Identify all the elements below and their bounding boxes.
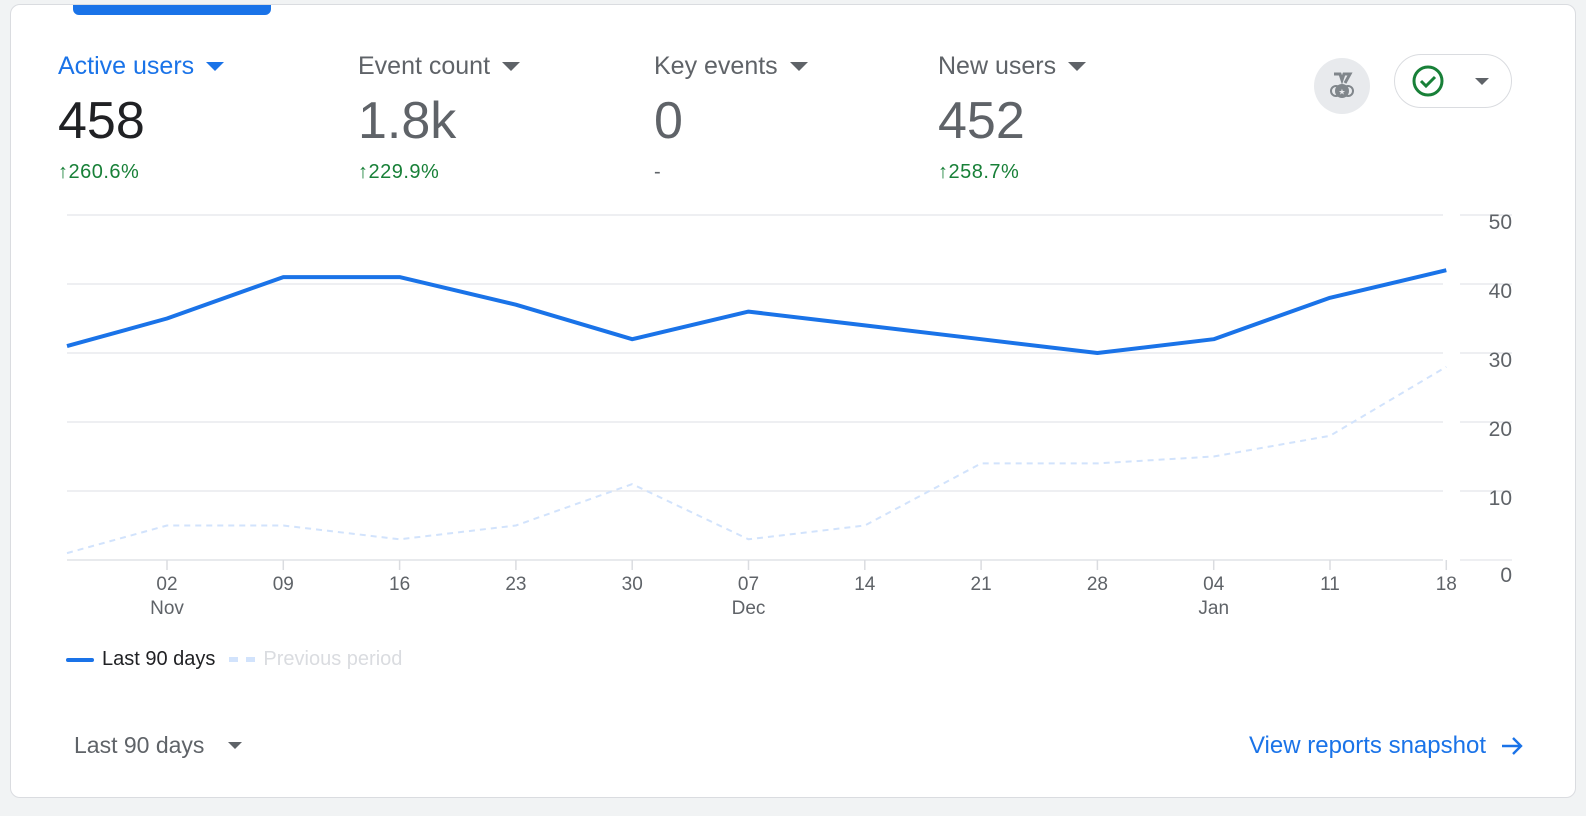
metric-key-events[interactable]: Key events 0 - bbox=[654, 52, 808, 184]
users-overview-card bbox=[10, 4, 1576, 798]
x-tick-label: 02 bbox=[156, 574, 177, 595]
snapshot-link-label: View reports snapshot bbox=[1248, 732, 1486, 759]
svg-text:★: ★ bbox=[1338, 88, 1345, 97]
metric-value: 452 bbox=[938, 92, 1025, 150]
metric-change-value: 258.7% bbox=[948, 161, 1020, 183]
x-month-label: Nov bbox=[150, 598, 184, 619]
x-tick-label: 28 bbox=[1087, 574, 1108, 595]
legend-label-current: Last 90 days bbox=[102, 648, 216, 670]
view-reports-snapshot-link[interactable]: View reports snapshot bbox=[1249, 732, 1524, 760]
legend-swatch-previous bbox=[229, 657, 239, 662]
x-tick-label: 21 bbox=[971, 574, 992, 595]
active-tab-indicator bbox=[73, 5, 271, 15]
metric-selector[interactable]: Event count bbox=[358, 52, 521, 81]
arrow-up-icon: ↑ bbox=[358, 161, 369, 183]
metric-change-value: 229.9% bbox=[368, 161, 440, 183]
x-tick-label: 23 bbox=[505, 574, 526, 595]
y-tick-label: 20 bbox=[1489, 418, 1512, 441]
metric-label: Event count bbox=[358, 52, 491, 80]
metric-change: ↑260.6% bbox=[58, 161, 224, 184]
legend-swatch-previous bbox=[246, 657, 256, 662]
metric-label: Key events bbox=[654, 52, 778, 80]
active-users-chart: 0 10 20 30 40 50 02 Nov 09 16 23 30 07 Dec 14 21 28 04 Jan… bbox=[66, 211, 1512, 619]
x-tick-label: 18 bbox=[1436, 574, 1457, 595]
metric-change: ↑258.7% bbox=[938, 161, 1086, 184]
medal-icon[interactable]: ★ bbox=[1314, 58, 1370, 114]
metric-event-count[interactable]: Event count 1.8k ↑229.9% bbox=[358, 52, 521, 184]
series-line-previous-period bbox=[66, 365, 1447, 555]
chevron-down-icon bbox=[789, 62, 808, 71]
metric-selector[interactable]: Key events bbox=[654, 52, 808, 81]
check-circle-icon bbox=[1412, 65, 1444, 97]
status-dropdown[interactable] bbox=[1394, 54, 1512, 108]
legend-swatch-current bbox=[66, 657, 94, 662]
metric-new-users[interactable]: New users 452 ↑258.7% bbox=[938, 52, 1087, 184]
arrow-up-icon: ↑ bbox=[58, 161, 69, 183]
metric-selector[interactable]: New users bbox=[938, 52, 1087, 81]
arrow-right-icon bbox=[1502, 737, 1523, 755]
chevron-down-icon bbox=[1475, 77, 1489, 85]
series-line-last-90-days bbox=[66, 268, 1447, 355]
x-month-label: Dec bbox=[732, 598, 766, 619]
date-range-dropdown[interactable]: Last 90 days bbox=[74, 732, 243, 759]
metric-value: 458 bbox=[58, 92, 145, 150]
y-tick-label: 0 bbox=[1500, 564, 1512, 587]
metric-change: - bbox=[654, 161, 808, 184]
y-tick-label: 10 bbox=[1489, 487, 1512, 510]
legend-label-previous: Previous period bbox=[263, 648, 403, 670]
metric-value: 1.8k bbox=[358, 92, 457, 150]
metric-label: Active users bbox=[58, 52, 195, 80]
metric-selector[interactable]: Active users bbox=[58, 52, 225, 81]
chevron-down-icon bbox=[1068, 62, 1087, 71]
chart-legend: Last 90 days Previous period bbox=[66, 648, 402, 671]
x-tick-label: 04 bbox=[1203, 574, 1225, 595]
y-tick-label: 30 bbox=[1489, 349, 1512, 372]
chevron-down-icon bbox=[206, 62, 225, 71]
y-tick-label: 40 bbox=[1489, 280, 1512, 303]
x-tick-label: 07 bbox=[738, 574, 759, 595]
arrow-up-icon: ↑ bbox=[938, 161, 949, 183]
chevron-down-icon bbox=[502, 62, 521, 71]
metric-change: ↑229.9% bbox=[358, 161, 520, 184]
x-tick-label: 30 bbox=[622, 574, 643, 595]
metric-change-value: 260.6% bbox=[68, 161, 140, 183]
y-tick-label: 50 bbox=[1489, 211, 1512, 234]
x-tick-label: 16 bbox=[389, 574, 410, 595]
chevron-down-icon bbox=[228, 742, 243, 749]
x-tick-label: 09 bbox=[273, 574, 294, 595]
metric-label: New users bbox=[938, 52, 1057, 80]
metric-value: 0 bbox=[654, 92, 683, 150]
x-month-label: Jan bbox=[1198, 598, 1229, 619]
metric-change-value: - bbox=[654, 161, 662, 183]
date-range-label: Last 90 days bbox=[74, 732, 205, 758]
metric-active-users[interactable]: Active users 458 ↑260.6% bbox=[58, 52, 225, 184]
x-tick-label: 11 bbox=[1320, 574, 1340, 595]
x-tick-label: 14 bbox=[854, 574, 876, 595]
